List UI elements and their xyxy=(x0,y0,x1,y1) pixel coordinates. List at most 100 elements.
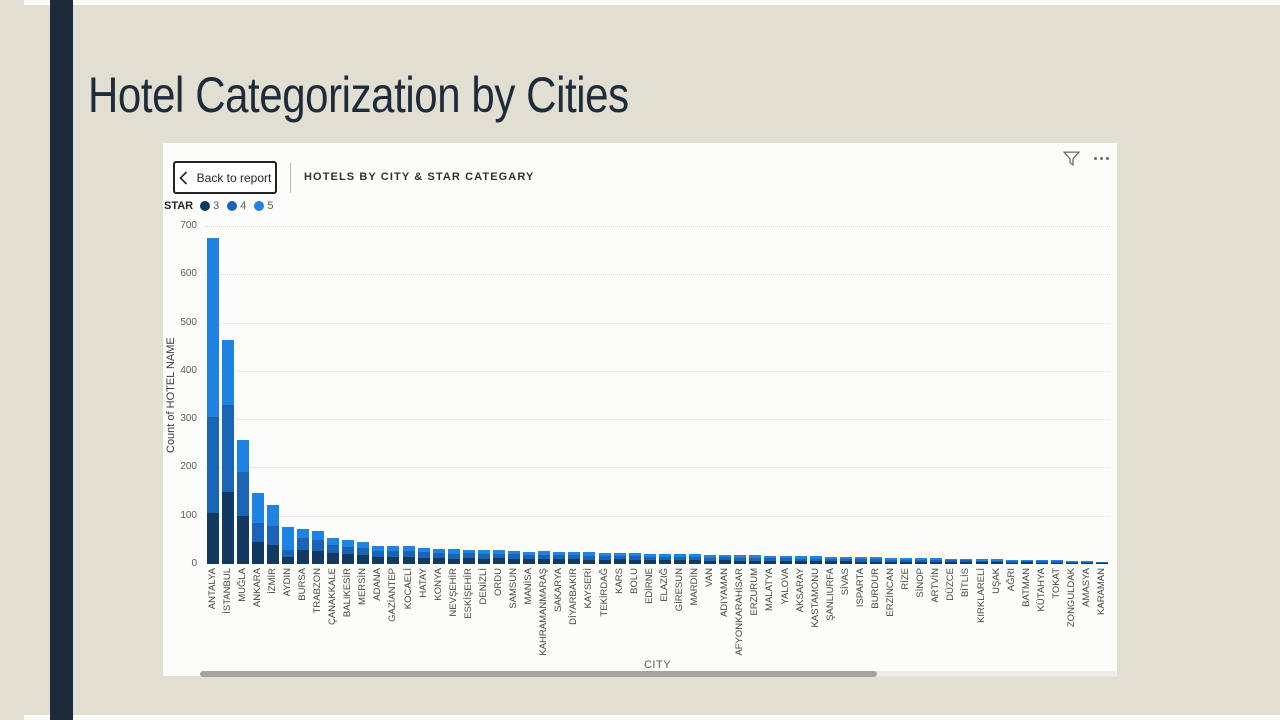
bar-segment-star5[interactable] xyxy=(568,551,581,556)
bar-segment-star5[interactable] xyxy=(417,547,430,553)
bar-KÜTAHYA[interactable] xyxy=(1035,560,1048,564)
bar-segment-star3[interactable] xyxy=(1005,562,1018,564)
bar-AFYONKARAHİSAR[interactable] xyxy=(734,555,747,564)
bar-MUĞLA[interactable] xyxy=(236,439,249,564)
bar-segment-star4[interactable] xyxy=(553,555,566,560)
bar-SAMSUN[interactable] xyxy=(508,550,521,564)
bar-segment-star5[interactable] xyxy=(206,238,219,417)
bar-segment-star3[interactable] xyxy=(372,556,385,564)
bar-segment-star4[interactable] xyxy=(824,558,837,562)
bar-segment-star5[interactable] xyxy=(900,557,913,560)
bar-segment-star4[interactable] xyxy=(387,551,400,557)
bar-segment-star3[interactable] xyxy=(689,560,702,564)
bar-segment-star4[interactable] xyxy=(312,539,325,551)
bar-segment-star3[interactable] xyxy=(915,562,928,564)
bar-segment-star4[interactable] xyxy=(206,416,219,514)
bar-segment-star4[interactable] xyxy=(342,546,355,555)
bar-BOLU[interactable] xyxy=(628,553,641,564)
bar-segment-star4[interactable] xyxy=(613,555,626,560)
bar-AĞRI[interactable] xyxy=(1005,559,1018,564)
bar-segment-star5[interactable] xyxy=(658,553,671,557)
bar-segment-star4[interactable] xyxy=(734,557,747,561)
bar-segment-star3[interactable] xyxy=(764,560,777,564)
bar-segment-star4[interactable] xyxy=(643,556,656,561)
bar-ORDU[interactable] xyxy=(493,550,506,564)
bar-segment-star3[interactable] xyxy=(297,549,309,564)
filter-icon[interactable] xyxy=(1061,148,1081,168)
bar-segment-star3[interactable] xyxy=(342,554,355,564)
bar-segment-star5[interactable] xyxy=(523,551,536,555)
bar-segment-star4[interactable] xyxy=(975,560,988,563)
bar-segment-star4[interactable] xyxy=(749,557,762,561)
bar-segment-star4[interactable] xyxy=(538,554,551,559)
bar-segment-star4[interactable] xyxy=(417,552,430,558)
bar-segment-star3[interactable] xyxy=(1081,563,1094,564)
bar-segment-star4[interactable] xyxy=(854,559,867,562)
bar-segment-star4[interactable] xyxy=(960,560,973,563)
bar-AYDIN[interactable] xyxy=(281,526,294,564)
bar-segment-star3[interactable] xyxy=(477,558,490,564)
bar-segment-star3[interactable] xyxy=(779,561,792,564)
bar-segment-star5[interactable] xyxy=(704,554,717,558)
bar-segment-star5[interactable] xyxy=(251,493,264,524)
bar-segment-star5[interactable] xyxy=(643,553,656,557)
bar-segment-star4[interactable] xyxy=(689,557,702,561)
bar-segment-star4[interactable] xyxy=(1050,561,1063,563)
bar-VAN[interactable] xyxy=(704,554,717,564)
bar-segment-star4[interactable] xyxy=(372,551,385,557)
bar-segment-star4[interactable] xyxy=(869,559,882,562)
bar-TOKAT[interactable] xyxy=(1050,560,1063,564)
bar-BURSA[interactable] xyxy=(297,528,309,564)
bar-segment-star5[interactable] xyxy=(854,557,867,560)
bar-segment-star5[interactable] xyxy=(553,551,566,556)
bar-segment-star5[interactable] xyxy=(1065,560,1078,562)
bar-KAHRAMANMARAŞ[interactable] xyxy=(538,551,551,564)
bar-ANKARA[interactable] xyxy=(251,493,264,564)
bar-ANTALYA[interactable] xyxy=(206,238,219,564)
bar-ERZURUM[interactable] xyxy=(749,555,762,564)
bar-segment-star3[interactable] xyxy=(568,559,581,564)
bar-ADANA[interactable] xyxy=(372,545,385,564)
bar-segment-star4[interactable] xyxy=(447,553,460,560)
bar-segment-star4[interactable] xyxy=(1005,561,1018,563)
bar-segment-star4[interactable] xyxy=(432,552,445,559)
bar-SAKARYA[interactable] xyxy=(553,551,566,564)
bar-ÇANAKKALE[interactable] xyxy=(327,537,340,564)
bar-segment-star3[interactable] xyxy=(673,560,686,564)
bar-segment-star5[interactable] xyxy=(885,557,898,560)
bar-segment-star3[interactable] xyxy=(869,561,882,564)
bar-KASTAMONU[interactable] xyxy=(809,556,822,564)
bar-segment-star5[interactable] xyxy=(493,550,506,554)
bar-SİVAS[interactable] xyxy=(839,556,852,564)
bar-SİNOP[interactable] xyxy=(915,558,928,564)
bar-TEKİRDAĞ[interactable] xyxy=(598,552,611,564)
bar-segment-star5[interactable] xyxy=(462,549,475,554)
bar-segment-star4[interactable] xyxy=(719,557,732,561)
bar-segment-star4[interactable] xyxy=(839,558,852,562)
legend-item-4[interactable]: 4 xyxy=(227,200,246,212)
bar-segment-star5[interactable] xyxy=(945,558,958,561)
bar-segment-star4[interactable] xyxy=(598,555,611,560)
bar-segment-star3[interactable] xyxy=(1065,562,1078,564)
bar-segment-star3[interactable] xyxy=(990,562,1003,564)
bar-BURDUR[interactable] xyxy=(869,557,882,564)
bar-segment-star4[interactable] xyxy=(568,555,581,560)
bar-KARS[interactable] xyxy=(613,552,626,564)
bar-segment-star4[interactable] xyxy=(990,560,1003,563)
bar-segment-star3[interactable] xyxy=(885,561,898,564)
bar-segment-star4[interactable] xyxy=(764,558,777,561)
bar-ZONGULDAK[interactable] xyxy=(1065,560,1078,564)
bar-segment-star4[interactable] xyxy=(221,404,234,492)
bar-segment-star4[interactable] xyxy=(809,558,822,562)
bar-segment-star5[interactable] xyxy=(930,558,943,560)
bar-segment-star5[interactable] xyxy=(1020,559,1033,561)
bar-BALIKESİR[interactable] xyxy=(342,539,355,564)
bar-segment-star5[interactable] xyxy=(266,504,279,527)
bar-segment-star4[interactable] xyxy=(900,559,913,562)
bar-segment-star5[interactable] xyxy=(975,559,988,561)
bar-segment-star5[interactable] xyxy=(1050,560,1063,562)
bar-AKSARAY[interactable] xyxy=(794,556,807,564)
bar-segment-star5[interactable] xyxy=(689,554,702,558)
bar-NEVŞEHİR[interactable] xyxy=(447,548,460,564)
bar-segment-star5[interactable] xyxy=(387,546,400,552)
